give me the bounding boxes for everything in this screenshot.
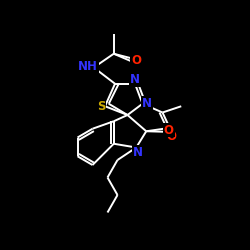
Text: S: S	[97, 100, 106, 113]
Text: NH: NH	[78, 60, 98, 73]
Text: O: O	[166, 130, 176, 143]
Text: N: N	[132, 146, 142, 159]
Text: O: O	[131, 54, 141, 66]
Text: O: O	[164, 124, 174, 136]
Text: N: N	[130, 73, 140, 86]
Text: N: N	[142, 97, 152, 110]
